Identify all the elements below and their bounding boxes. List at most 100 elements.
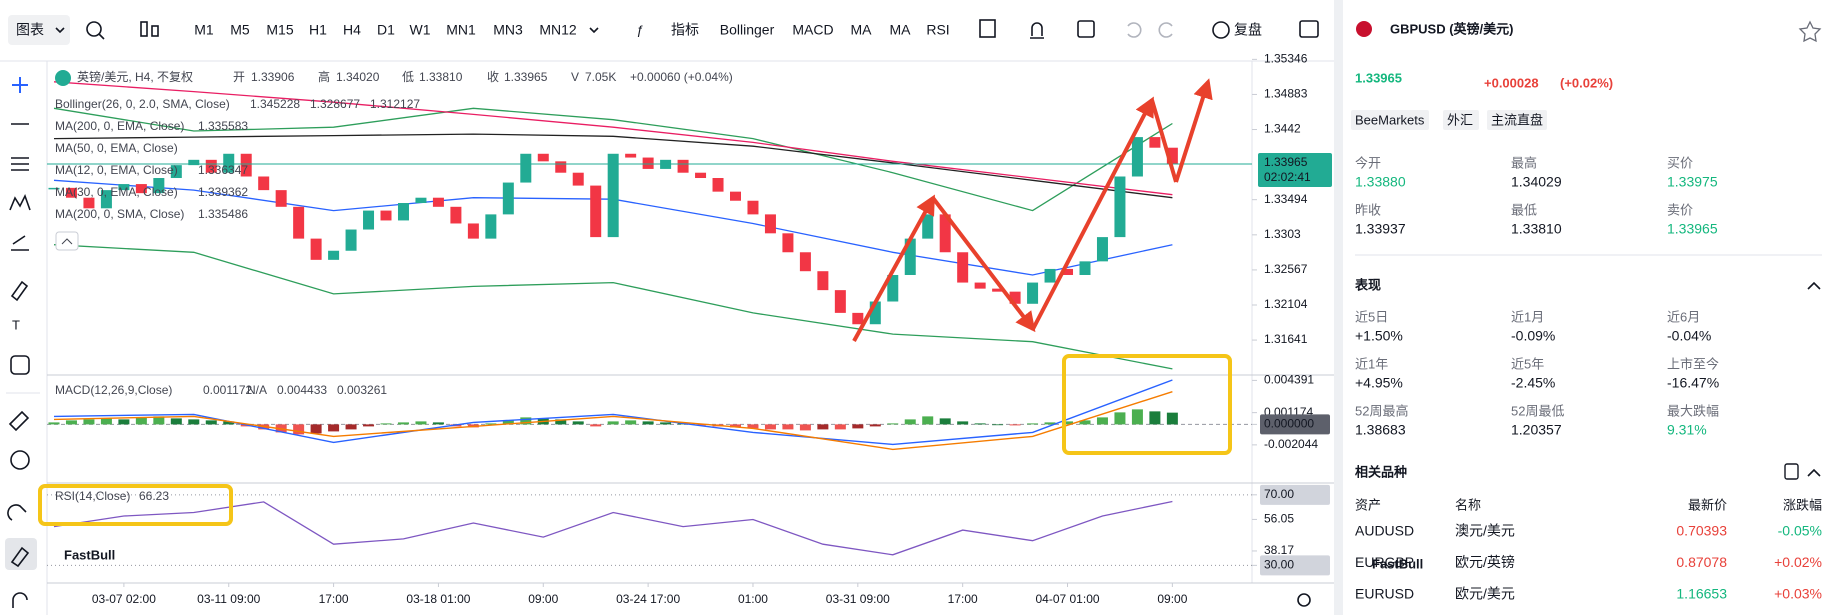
legend-value: 1.34020 — [336, 70, 380, 84]
watermark: FastBull — [1372, 556, 1423, 571]
candle — [485, 214, 497, 239]
candle — [153, 178, 165, 194]
histogram-bar — [764, 424, 776, 430]
indicator-button[interactable]: MA — [890, 22, 912, 38]
indicator-button[interactable]: 指标 — [671, 22, 699, 38]
last-price-box — [1258, 152, 1332, 187]
settings-icon[interactable] — [1297, 593, 1311, 607]
candle — [345, 229, 357, 251]
indicator-button[interactable]: RSI — [926, 22, 949, 38]
projection-tool[interactable] — [11, 235, 29, 251]
timeframe[interactable]: H4 — [343, 22, 361, 38]
table-cell: -0.05% — [1778, 523, 1822, 539]
redo-icon[interactable] — [1158, 22, 1173, 38]
alert-icon[interactable] — [1030, 22, 1044, 39]
crosshair-tool[interactable] — [12, 77, 28, 93]
histogram-bar — [729, 424, 741, 428]
timeframe[interactable]: H1 — [309, 22, 327, 38]
histogram-bar — [83, 419, 95, 425]
candle — [695, 172, 707, 179]
star-icon[interactable] — [1798, 20, 1822, 43]
emoji-tool[interactable] — [10, 355, 30, 375]
calendar-icon[interactable] — [1077, 20, 1095, 38]
magnet-tool[interactable] — [7, 504, 27, 521]
candle — [310, 238, 322, 260]
trash-tool[interactable] — [12, 592, 28, 608]
histogram-bar — [293, 424, 305, 435]
candle — [922, 214, 934, 239]
candle-icon[interactable] — [140, 21, 148, 37]
chart-menu-label[interactable]: 图表 — [16, 22, 44, 38]
timeframe[interactable]: M15 — [266, 22, 293, 38]
timeframe[interactable]: MN1 — [446, 22, 476, 38]
overlay-reading: 1.312127 — [370, 97, 420, 111]
stat-value: 1.33937 — [1355, 221, 1406, 237]
gutter — [1334, 0, 1343, 615]
lock-tool[interactable] — [10, 546, 30, 568]
collapse-icon[interactable] — [1807, 281, 1821, 290]
histogram-bar — [520, 417, 532, 425]
indicator-button[interactable]: MACD — [792, 22, 833, 38]
histogram-bar — [48, 422, 60, 425]
timeframe[interactable]: M1 — [194, 22, 214, 38]
histogram-bar — [1096, 417, 1108, 425]
y-tick-label: 1.35346 — [1264, 52, 1308, 66]
macd-reading: 0.004433 — [277, 383, 327, 397]
histogram-bar — [607, 421, 619, 425]
perf-label: 近5年 — [1511, 356, 1544, 371]
histogram-bar — [660, 422, 672, 425]
table-cell[interactable]: EURGBP — [1355, 554, 1414, 570]
fib-tool[interactable] — [11, 157, 29, 171]
histogram-bar — [992, 424, 1004, 426]
fullscreen-icon[interactable] — [1299, 20, 1319, 38]
collapse-icon[interactable] — [1807, 468, 1821, 477]
table-cell: 0.70393 — [1676, 523, 1727, 539]
table-cell[interactable]: AUDUSD — [1355, 523, 1414, 539]
replay-icon[interactable] — [1212, 21, 1230, 39]
candle — [799, 252, 811, 272]
table-cell: 欧元/英镑 — [1455, 554, 1515, 570]
pattern-tool[interactable] — [9, 193, 31, 211]
indicator-button[interactable]: Bollinger — [720, 22, 775, 38]
replay-label[interactable]: 复盘 — [1234, 22, 1262, 38]
stat-value: 1.33880 — [1355, 174, 1406, 190]
brush-tool[interactable] — [10, 280, 29, 302]
timeframe[interactable]: D1 — [377, 22, 395, 38]
histogram-bar — [869, 424, 881, 427]
candle — [625, 153, 637, 158]
timeframe[interactable]: MN12 — [539, 22, 577, 38]
chevron[interactable] — [589, 27, 599, 34]
table-header: 涨跌幅 — [1783, 497, 1822, 512]
legend-field: 低 — [402, 70, 414, 84]
perf-value: -2.45% — [1511, 375, 1555, 391]
candle — [205, 159, 217, 173]
zoom-tool[interactable] — [10, 450, 30, 470]
highlight-box — [38, 484, 233, 526]
table-cell[interactable]: EURUSD — [1355, 586, 1414, 602]
layout-icon[interactable] — [979, 19, 996, 38]
indicator-button[interactable]: MA — [851, 22, 873, 38]
collapse-button[interactable] — [55, 231, 79, 251]
timeframe[interactable]: MN3 — [493, 22, 523, 38]
perf-label: 上市至今 — [1667, 356, 1719, 371]
histogram-bar — [1131, 409, 1143, 425]
table-cell: 0.87078 — [1676, 554, 1727, 570]
undo-icon[interactable] — [1127, 22, 1142, 38]
histogram-bar — [170, 418, 182, 425]
macd-reading: 0.003261 — [337, 383, 387, 397]
y-tick-label: 1.32104 — [1264, 297, 1308, 311]
timeframe[interactable]: M5 — [230, 22, 250, 38]
timeframe[interactable]: W1 — [410, 22, 431, 38]
list-icon[interactable] — [1784, 463, 1799, 480]
search-icon[interactable] — [86, 21, 102, 37]
chart-menu[interactable] — [8, 15, 70, 45]
y-tick-label: 0.004391 — [1264, 373, 1314, 387]
candle — [974, 282, 986, 289]
candle — [904, 238, 916, 275]
y-tick-box — [1260, 555, 1330, 576]
text-tool[interactable]: T — [12, 317, 20, 332]
candle — [1062, 268, 1074, 275]
ruler-tool[interactable] — [8, 410, 30, 432]
table-cell: 欧元/美元 — [1455, 586, 1515, 602]
histogram-bar — [397, 422, 409, 425]
